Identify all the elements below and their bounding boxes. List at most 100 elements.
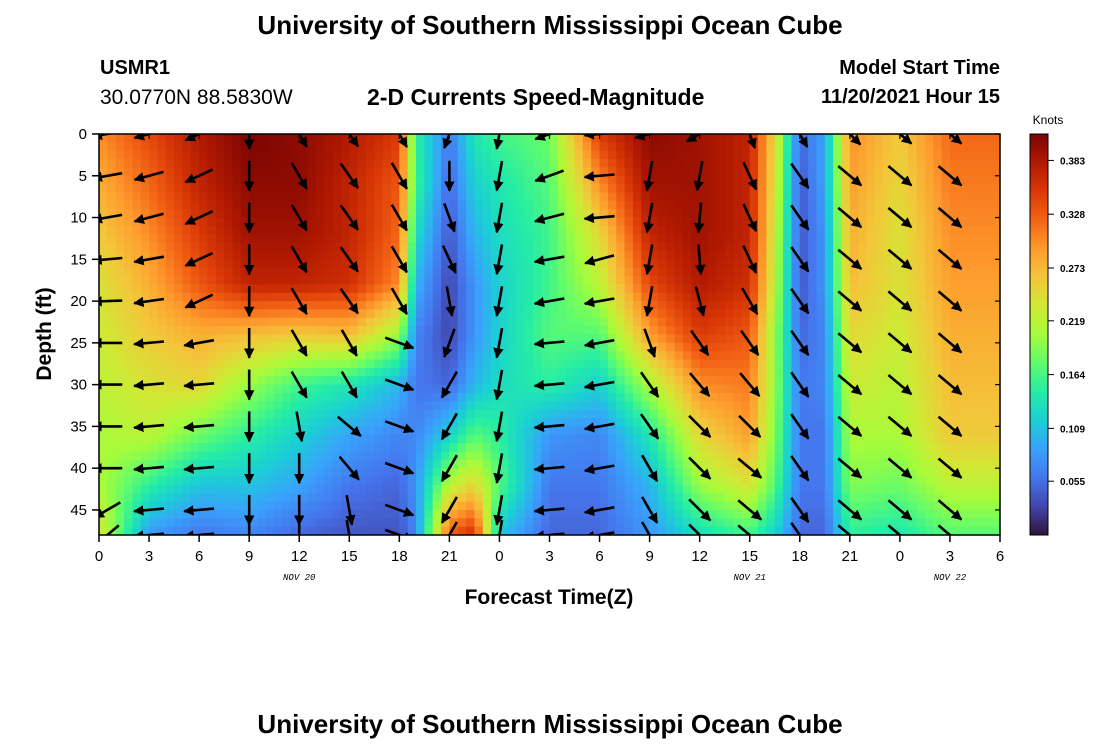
heatmap-cell xyxy=(299,150,309,160)
heatmap-cell xyxy=(357,484,367,494)
heatmap-cell xyxy=(924,384,934,394)
heatmap-cell xyxy=(299,234,309,244)
heatmap-cell xyxy=(99,518,108,528)
heatmap-cell xyxy=(808,292,818,302)
heatmap-cell xyxy=(457,250,467,260)
heatmap-cell xyxy=(232,376,242,386)
heatmap-cell xyxy=(733,342,742,352)
heatmap-cell xyxy=(466,267,476,277)
heatmap-cell xyxy=(432,267,442,277)
heatmap-cell xyxy=(874,301,884,311)
heatmap-cell xyxy=(232,159,242,169)
heatmap-cell xyxy=(349,401,359,411)
heatmap-cell xyxy=(124,267,133,277)
heatmap-cell xyxy=(966,409,976,419)
heatmap-cell xyxy=(908,284,918,294)
heatmap-cell xyxy=(724,418,734,427)
heatmap-cell xyxy=(265,200,275,210)
heatmap-cell xyxy=(399,418,409,427)
heatmap-cell xyxy=(641,493,651,503)
heatmap-cell xyxy=(132,376,142,386)
heatmap-cell xyxy=(816,159,826,169)
heatmap-cell xyxy=(708,159,717,169)
heatmap-cell xyxy=(307,367,317,377)
heatmap-cell xyxy=(174,301,184,311)
heatmap-cell xyxy=(841,392,851,402)
heatmap-cell xyxy=(340,159,350,169)
heatmap-cell xyxy=(758,476,767,486)
heatmap-cell xyxy=(232,217,242,227)
heatmap-cell xyxy=(482,392,492,402)
heatmap-cell xyxy=(157,150,167,160)
heatmap-cell xyxy=(140,351,150,361)
heatmap-cell xyxy=(958,242,968,252)
heatmap-cell xyxy=(924,309,934,319)
heatmap-cell xyxy=(933,250,943,260)
heatmap-cell xyxy=(182,443,192,453)
heatmap-cell xyxy=(299,376,309,386)
heatmap-cell xyxy=(99,342,108,352)
heatmap-cell xyxy=(899,443,909,453)
heatmap-cell xyxy=(916,493,926,503)
heatmap-cell xyxy=(841,175,851,185)
heatmap-cell xyxy=(649,209,659,219)
heatmap-cell xyxy=(758,443,767,453)
heatmap-cell xyxy=(557,401,567,411)
heatmap-cell xyxy=(149,359,158,369)
heatmap-cell xyxy=(991,493,1000,503)
heatmap-cell xyxy=(499,225,509,235)
heatmap-cell xyxy=(215,284,225,294)
heatmap-cell xyxy=(265,317,275,327)
heatmap-cell xyxy=(224,426,234,436)
heatmap-cell xyxy=(833,359,843,369)
heatmap-cell xyxy=(616,317,626,327)
heatmap-cell xyxy=(824,443,834,453)
heatmap-cell xyxy=(382,292,392,302)
heatmap-cell xyxy=(616,426,626,436)
heatmap-cell xyxy=(833,443,843,453)
heatmap-cell xyxy=(224,401,234,411)
heatmap-cell xyxy=(983,192,993,202)
heatmap-cell xyxy=(541,376,551,386)
heatmap-cell xyxy=(190,342,200,352)
heatmap-cell xyxy=(824,192,834,202)
heatmap-cell xyxy=(941,401,951,411)
heatmap-cell xyxy=(624,309,634,319)
heatmap-cell xyxy=(933,418,943,427)
heatmap-cell xyxy=(491,134,501,143)
heatmap-cell xyxy=(766,217,776,227)
heatmap-cell xyxy=(457,468,467,478)
heatmap-cell xyxy=(582,392,592,402)
heatmap-cell xyxy=(974,401,984,411)
heatmap-cell xyxy=(699,484,709,494)
heatmap-cell xyxy=(307,200,317,210)
heatmap-cell xyxy=(516,217,526,227)
heatmap-cell xyxy=(582,242,592,252)
heatmap-cell xyxy=(549,134,559,143)
heatmap-cell xyxy=(741,484,751,494)
heatmap-cell xyxy=(374,234,384,244)
heatmap-cell xyxy=(566,334,576,344)
heatmap-cell xyxy=(541,317,551,327)
heatmap-cell xyxy=(616,200,626,210)
heatmap-cell xyxy=(916,476,926,486)
heatmap-cell xyxy=(190,409,200,419)
heatmap-cell xyxy=(107,134,117,143)
heatmap-cell xyxy=(649,276,659,285)
heatmap-cell xyxy=(983,426,993,436)
heatmap-cell xyxy=(174,242,184,252)
heatmap-cell xyxy=(758,434,767,444)
heatmap-cell xyxy=(966,509,976,519)
heatmap-cell xyxy=(724,501,734,511)
heatmap-cell xyxy=(983,200,993,210)
heatmap-cell xyxy=(933,468,943,478)
heatmap-cell xyxy=(691,292,701,302)
heatmap-cell xyxy=(399,284,409,294)
heatmap-cell xyxy=(566,276,576,285)
heatmap-cell xyxy=(282,376,292,386)
heatmap-cell xyxy=(149,217,158,227)
heatmap-cell xyxy=(582,159,592,169)
heatmap-cell xyxy=(382,142,392,152)
heatmap-cell xyxy=(566,292,576,302)
heatmap-cell xyxy=(315,309,325,319)
